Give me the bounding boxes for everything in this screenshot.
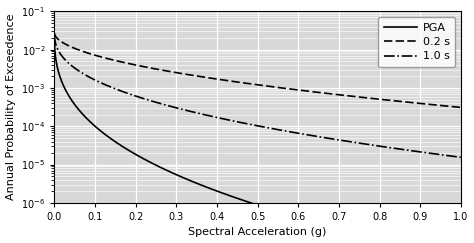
0.2 s xyxy=(372,97,377,100)
0.2 s xyxy=(446,105,452,108)
0.2 s xyxy=(238,81,244,84)
X-axis label: Spectral Acceleration (g): Spectral Acceleration (g) xyxy=(188,227,327,237)
1.0 s xyxy=(52,34,57,37)
Legend: PGA, 0.2 s, 1.0 s: PGA, 0.2 s, 1.0 s xyxy=(378,17,455,67)
1.0 s xyxy=(72,67,78,70)
Line: PGA: PGA xyxy=(55,39,461,243)
1.0 s xyxy=(372,144,377,147)
1.0 s xyxy=(249,123,255,126)
Line: 1.0 s: 1.0 s xyxy=(55,35,461,157)
1.0 s xyxy=(446,154,452,157)
1.0 s xyxy=(458,156,464,159)
1.0 s xyxy=(238,121,244,124)
0.2 s xyxy=(458,106,464,109)
0.2 s xyxy=(446,105,452,108)
Y-axis label: Annual Probability of Exceedence: Annual Probability of Exceedence xyxy=(6,14,16,200)
PGA xyxy=(372,236,377,239)
PGA xyxy=(72,104,78,107)
0.2 s xyxy=(249,83,255,86)
1.0 s xyxy=(446,154,452,157)
Line: 0.2 s: 0.2 s xyxy=(55,33,461,107)
PGA xyxy=(238,198,244,201)
0.2 s xyxy=(52,32,57,35)
0.2 s xyxy=(72,47,78,50)
PGA xyxy=(52,38,57,41)
PGA xyxy=(249,202,255,205)
